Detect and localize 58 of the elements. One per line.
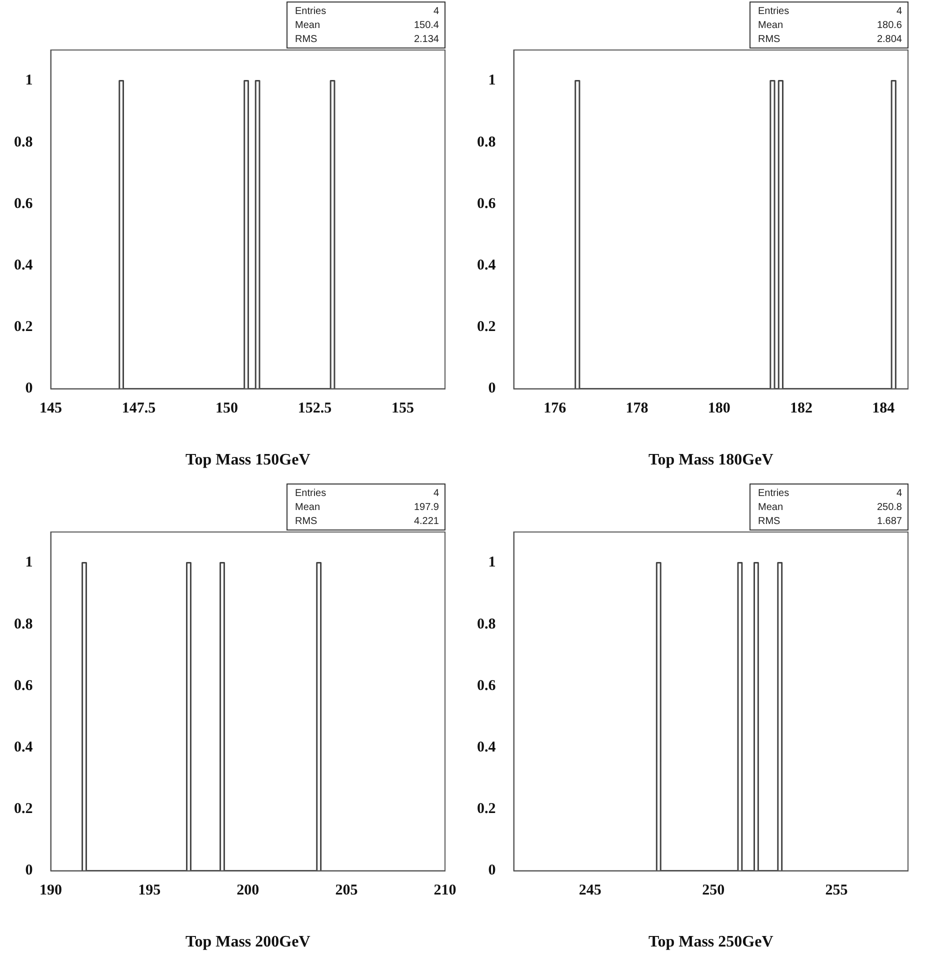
x-tick-label: 150 — [216, 400, 238, 417]
y-tick-label: 0 — [488, 380, 496, 397]
text: RMS 4.221 — [295, 516, 439, 527]
x-tick-label: 210 — [434, 882, 456, 899]
y-tick-label: 0.6 — [477, 678, 496, 694]
x-tick-label: 250 — [702, 882, 725, 899]
y-tick-label: 1 — [25, 72, 33, 89]
x-axis-title: Top Mass 250GeV — [648, 934, 774, 951]
y-tick-label: 0.2 — [14, 801, 33, 818]
x-axis-title: Top Mass 150GeV — [185, 452, 311, 469]
x-tick-label: 145 — [40, 400, 62, 417]
x-tick-label: 176 — [544, 400, 567, 417]
y-tick-label: 0.8 — [477, 616, 496, 632]
x-axis-title: Top Mass 180GeV — [648, 452, 774, 469]
y-tick-label: 0 — [488, 862, 496, 879]
y-tick-label: 1 — [488, 72, 496, 89]
text: Mean 180.6 — [758, 20, 902, 31]
y-tick-label: 1 — [488, 554, 496, 571]
y-tick-label: 0.2 — [477, 319, 496, 336]
y-tick-label: 0.4 — [477, 257, 496, 274]
text: RMS 1.687 — [758, 516, 902, 527]
text: Entries 4 — [295, 6, 439, 17]
x-tick-label: 180 — [708, 400, 730, 417]
x-tick-label: 245 — [578, 882, 602, 899]
text: Mean 150.4 — [295, 20, 439, 31]
x-tick-label: 152.5 — [298, 400, 332, 417]
x-tick-label: 200 — [236, 882, 260, 899]
x-tick-label: 255 — [825, 882, 848, 899]
y-tick-label: 0 — [25, 380, 33, 397]
text: RMS 2.134 — [295, 34, 439, 45]
y-tick-label: 1 — [25, 554, 33, 571]
x-tick-label: 195 — [138, 882, 161, 899]
y-tick-label: 0.2 — [14, 319, 33, 336]
x-axis-title: Top Mass 200GeV — [185, 934, 311, 951]
y-tick-label: 0 — [25, 862, 33, 879]
y-tick-label: 0.4 — [14, 739, 34, 756]
x-tick-label: 184 — [872, 400, 896, 417]
y-tick-label: 0.8 — [14, 134, 33, 150]
y-tick-label: 0.8 — [477, 134, 496, 150]
x-tick-label: 178 — [626, 400, 648, 417]
y-tick-label: 0.6 — [14, 678, 34, 694]
text: Mean 197.9 — [295, 502, 439, 513]
x-tick-label: 190 — [40, 882, 62, 899]
x-tick-label: 147.5 — [122, 400, 156, 417]
x-tick-label: 205 — [335, 882, 358, 899]
y-tick-label: 0.6 — [14, 196, 34, 212]
text: Entries 4 — [758, 488, 902, 499]
y-tick-label: 0.2 — [477, 801, 496, 818]
text: Entries 4 — [295, 488, 439, 499]
y-tick-label: 0.6 — [477, 196, 496, 212]
text: Mean 250.8 — [758, 502, 902, 513]
x-tick-label: 155 — [392, 400, 414, 417]
x-tick-label: 182 — [790, 400, 812, 417]
text: RMS 2.804 — [758, 34, 902, 45]
y-tick-label: 0.4 — [14, 257, 34, 274]
text: Entries 4 — [758, 6, 902, 17]
y-tick-label: 0.4 — [477, 739, 496, 756]
y-tick-label: 0.8 — [14, 616, 33, 632]
